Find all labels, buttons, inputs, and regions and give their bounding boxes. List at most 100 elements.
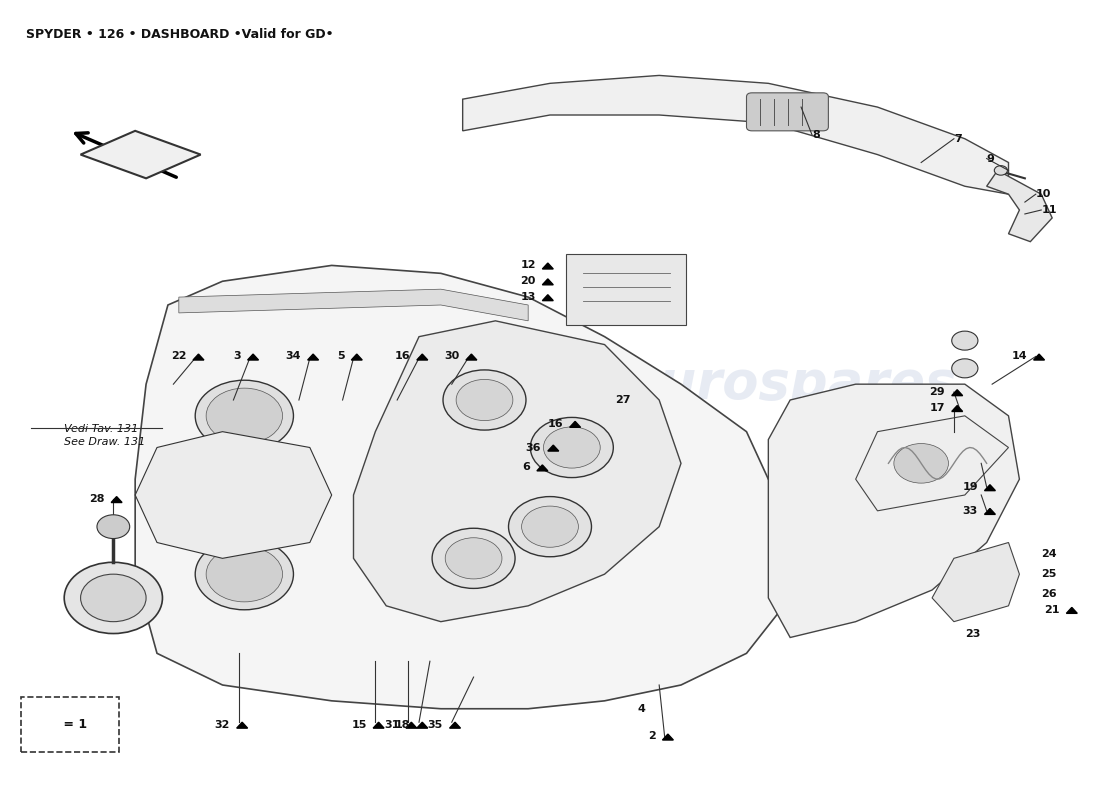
Text: 27: 27 xyxy=(616,395,631,405)
Polygon shape xyxy=(662,734,673,740)
Circle shape xyxy=(443,370,526,430)
Polygon shape xyxy=(768,384,1020,638)
Circle shape xyxy=(543,427,601,468)
Circle shape xyxy=(880,434,962,494)
Text: eurospares: eurospares xyxy=(624,358,957,410)
Polygon shape xyxy=(417,722,428,728)
Polygon shape xyxy=(1034,354,1045,360)
Text: 12: 12 xyxy=(520,261,536,270)
Circle shape xyxy=(432,528,515,589)
Text: 9: 9 xyxy=(987,154,994,163)
Polygon shape xyxy=(192,354,204,360)
Text: 24: 24 xyxy=(1042,550,1057,559)
Text: 2: 2 xyxy=(648,731,656,742)
Text: 5: 5 xyxy=(337,351,344,362)
Text: 32: 32 xyxy=(214,719,230,730)
Polygon shape xyxy=(463,75,1009,194)
Polygon shape xyxy=(952,406,962,411)
Text: 35: 35 xyxy=(428,719,443,730)
Circle shape xyxy=(206,388,283,443)
Polygon shape xyxy=(856,416,1009,511)
FancyBboxPatch shape xyxy=(21,697,119,752)
Text: 22: 22 xyxy=(170,351,187,362)
Polygon shape xyxy=(135,432,332,558)
Polygon shape xyxy=(308,354,319,360)
Polygon shape xyxy=(135,266,790,709)
Text: 34: 34 xyxy=(286,351,301,362)
Text: 13: 13 xyxy=(520,292,536,302)
Circle shape xyxy=(952,331,978,350)
Text: 33: 33 xyxy=(962,506,978,516)
Text: 10: 10 xyxy=(1036,189,1052,199)
Polygon shape xyxy=(351,354,362,360)
Polygon shape xyxy=(987,170,1053,242)
Text: 16: 16 xyxy=(395,351,410,362)
Circle shape xyxy=(80,574,146,622)
Text: 36: 36 xyxy=(526,442,541,453)
Text: 26: 26 xyxy=(1042,589,1057,599)
Text: 16: 16 xyxy=(548,418,563,429)
Polygon shape xyxy=(450,722,461,728)
Polygon shape xyxy=(373,722,384,728)
Polygon shape xyxy=(80,131,200,178)
Text: 19: 19 xyxy=(962,482,978,492)
Text: 4: 4 xyxy=(637,704,646,714)
FancyBboxPatch shape xyxy=(566,254,686,325)
Polygon shape xyxy=(406,722,417,728)
Text: 20: 20 xyxy=(520,276,536,286)
Circle shape xyxy=(952,359,978,378)
Text: 23: 23 xyxy=(965,629,980,638)
Text: 6: 6 xyxy=(522,462,530,472)
Polygon shape xyxy=(537,465,548,471)
Text: 30: 30 xyxy=(444,351,460,362)
Circle shape xyxy=(508,497,592,557)
Circle shape xyxy=(894,443,948,483)
Text: 15: 15 xyxy=(351,719,366,730)
Circle shape xyxy=(456,379,513,421)
Text: eurospares: eurospares xyxy=(165,358,498,410)
Polygon shape xyxy=(40,722,52,730)
Polygon shape xyxy=(984,509,996,514)
Polygon shape xyxy=(570,422,581,427)
Circle shape xyxy=(994,166,1008,175)
Polygon shape xyxy=(542,294,553,301)
Polygon shape xyxy=(111,497,122,502)
Text: 17: 17 xyxy=(930,403,945,413)
Circle shape xyxy=(195,380,294,451)
Text: 3: 3 xyxy=(233,351,241,362)
Text: 8: 8 xyxy=(812,130,820,140)
Polygon shape xyxy=(353,321,681,622)
Circle shape xyxy=(206,546,283,602)
Polygon shape xyxy=(179,289,528,321)
Text: = 1: = 1 xyxy=(58,718,87,731)
Circle shape xyxy=(521,506,579,547)
Circle shape xyxy=(64,562,163,634)
Circle shape xyxy=(195,538,294,610)
Polygon shape xyxy=(248,354,258,360)
Text: 14: 14 xyxy=(1011,351,1027,362)
Circle shape xyxy=(530,418,614,478)
Text: 21: 21 xyxy=(1044,605,1059,614)
Polygon shape xyxy=(932,542,1020,622)
Circle shape xyxy=(446,538,502,579)
Text: 11: 11 xyxy=(1042,205,1057,215)
Text: 28: 28 xyxy=(89,494,104,504)
Polygon shape xyxy=(548,445,559,451)
Polygon shape xyxy=(1066,607,1077,614)
Circle shape xyxy=(195,459,294,530)
Polygon shape xyxy=(542,263,553,269)
FancyBboxPatch shape xyxy=(747,93,828,131)
Polygon shape xyxy=(984,485,996,490)
Polygon shape xyxy=(542,279,553,285)
Text: 31: 31 xyxy=(384,719,399,730)
Text: 25: 25 xyxy=(1042,569,1057,579)
Text: SPYDER • 126 • DASHBOARD •Valid for GD•: SPYDER • 126 • DASHBOARD •Valid for GD• xyxy=(26,28,333,41)
Polygon shape xyxy=(236,722,248,728)
Text: 7: 7 xyxy=(954,134,961,144)
Text: Vedi Tav. 131
See Draw. 131: Vedi Tav. 131 See Draw. 131 xyxy=(64,424,145,447)
Polygon shape xyxy=(417,354,428,360)
Text: 18: 18 xyxy=(395,719,410,730)
Polygon shape xyxy=(952,390,962,396)
Polygon shape xyxy=(466,354,477,360)
Circle shape xyxy=(97,514,130,538)
